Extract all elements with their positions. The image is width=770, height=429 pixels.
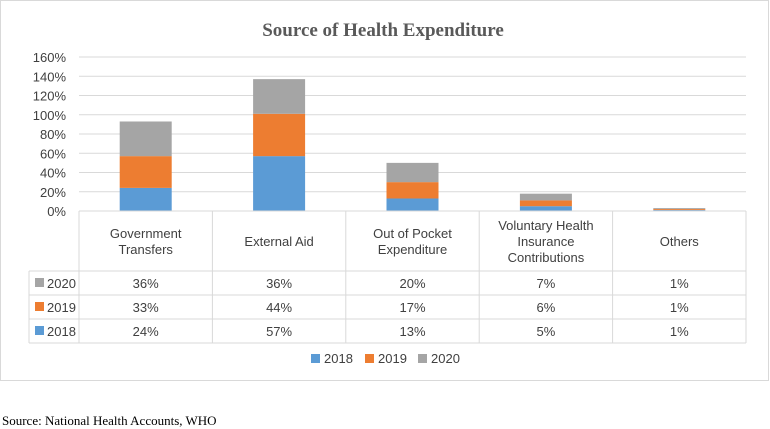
y-tick-label: 160% (33, 50, 67, 65)
x-tick-label: External Aid (244, 234, 313, 249)
legend-key (311, 354, 320, 363)
row-series-label: 2018 (47, 324, 76, 339)
data-label: 36% (133, 276, 159, 291)
x-tick-label: Government (110, 226, 182, 241)
y-tick-label: 100% (33, 108, 67, 123)
bar-segment (519, 206, 572, 211)
y-tick-label: 0% (47, 204, 66, 219)
bar-segment (119, 121, 172, 157)
row-series-label: 2020 (47, 276, 76, 291)
bar-segment (253, 79, 306, 114)
chart-frame: Source of Health Expenditure 0% 20% 40% 60% 8… (0, 0, 769, 381)
bar-segment (253, 156, 306, 211)
x-tick-label: Others (660, 234, 700, 249)
x-tick-label: Contributions (508, 250, 585, 265)
bar-segment (519, 200, 572, 207)
bar-segment (653, 208, 706, 210)
bar-segment (119, 187, 172, 211)
x-tick-label: Out of Pocket (373, 226, 452, 241)
data-label: 1% (670, 276, 689, 291)
legend-key (365, 354, 374, 363)
legend-key (418, 354, 427, 363)
data-label: 44% (266, 300, 292, 315)
bar-segment (519, 193, 572, 201)
y-tick-label: 40% (40, 166, 66, 181)
data-label: 33% (133, 300, 159, 315)
legend-label: 2020 (431, 351, 460, 366)
bar-segment (386, 162, 439, 183)
data-label: 57% (266, 324, 292, 339)
bar-segment (119, 156, 172, 188)
data-label: 5% (537, 324, 556, 339)
x-tick-label: Insurance (517, 234, 574, 249)
data-label: 1% (670, 300, 689, 315)
data-label: 20% (399, 276, 425, 291)
data-label: 7% (537, 276, 556, 291)
y-tick-label: 140% (33, 69, 67, 84)
legend-label: 2019 (378, 351, 407, 366)
data-label: 6% (537, 300, 556, 315)
bar-segment (386, 198, 439, 211)
data-label: 24% (133, 324, 159, 339)
y-tick-label: 20% (40, 185, 66, 200)
bar-segment (253, 113, 306, 157)
data-label: 1% (670, 324, 689, 339)
source-note: Source: National Health Accounts, WHO (2, 413, 217, 428)
bar-segment (653, 209, 706, 211)
legend-label: 2018 (324, 351, 353, 366)
row-series-label: 2019 (47, 300, 76, 315)
data-label: 13% (399, 324, 425, 339)
y-tick-label: 120% (33, 89, 67, 104)
chart-title: Source of Health Expenditure (262, 20, 504, 41)
data-label: 17% (399, 300, 425, 315)
x-tick-label: Expenditure (378, 242, 447, 257)
chart-svg: Source of Health Expenditure 0% 20% 40% 60% 8… (28, 20, 747, 366)
y-tick-label: 80% (40, 127, 66, 142)
row-legend-key (35, 278, 44, 287)
row-legend-key (35, 302, 44, 311)
row-legend-key (35, 326, 44, 335)
bar-segment (386, 182, 439, 199)
x-tick-label: Transfers (118, 242, 173, 257)
data-label: 36% (266, 276, 292, 291)
y-tick-label: 60% (40, 146, 66, 161)
x-tick-label: Voluntary Health (498, 218, 593, 233)
